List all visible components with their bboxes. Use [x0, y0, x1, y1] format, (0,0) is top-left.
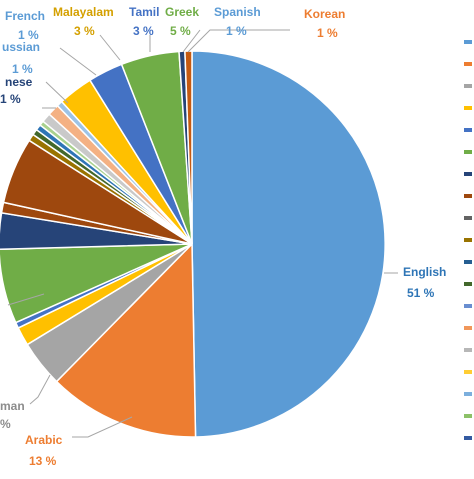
label-arabic-name: Arabic [25, 433, 63, 447]
legend-swatch [464, 194, 472, 198]
label-nese-name: nese [5, 75, 33, 89]
legend-swatch [464, 216, 472, 220]
label-man-value: % [0, 417, 11, 431]
leader-line [7, 293, 45, 306]
legend-swatch [464, 304, 472, 308]
legend-swatch [464, 348, 472, 352]
legend-swatch [464, 62, 472, 66]
leader-line [45, 81, 69, 104]
legend-swatch [464, 238, 472, 242]
legend-swatch [464, 150, 472, 154]
legend-swatch [464, 40, 472, 44]
legend-swatch [464, 326, 472, 330]
label-french-value: 1 % [18, 28, 39, 42]
legend-swatch [464, 282, 472, 286]
label-korean-name: Korean [304, 7, 345, 21]
label-tamil-name: Tamil [129, 5, 159, 19]
label-greek-value: 5 % [170, 24, 191, 38]
label-english-value: 51 % [407, 286, 435, 300]
label-greek-name: Greek [165, 5, 199, 19]
legend-swatch [464, 414, 472, 418]
label-english-name: English [403, 265, 446, 279]
label-man-name: man [0, 399, 25, 413]
label-malayalam-value: 3 % [74, 24, 95, 38]
label-tamil-value: 3 % [133, 24, 154, 38]
legend-swatch [464, 392, 472, 396]
leader-line [59, 47, 97, 76]
pie-slice-arabic [55, 242, 197, 438]
leader-line [99, 34, 121, 61]
legend-swatch [464, 128, 472, 132]
leader-line [29, 374, 51, 405]
leader-line [72, 416, 133, 438]
legend-swatch [464, 84, 472, 88]
legend-swatch [464, 106, 472, 110]
label-spanish-name: Spanish [214, 5, 261, 19]
pie-slice-segment-5 [0, 243, 193, 324]
leader-line [187, 29, 290, 53]
label-arabic-value: 13 % [29, 454, 57, 468]
label-ussian-name: ussian [2, 40, 40, 54]
label-malayalam-name: Malayalam [53, 5, 114, 19]
pie-slice-english [191, 50, 386, 438]
label-spanish-value: 1 % [226, 24, 247, 38]
legend-swatch [464, 172, 472, 176]
leader-line [182, 29, 201, 53]
label-ussian-value: 1 % [12, 62, 33, 76]
legend-swatch [464, 370, 472, 374]
label-nese-value: 1 % [0, 92, 21, 106]
legend-swatch [464, 260, 472, 264]
legend-swatch [464, 436, 472, 440]
label-french-name: French [5, 9, 45, 23]
label-korean-value: 1 % [317, 26, 338, 40]
